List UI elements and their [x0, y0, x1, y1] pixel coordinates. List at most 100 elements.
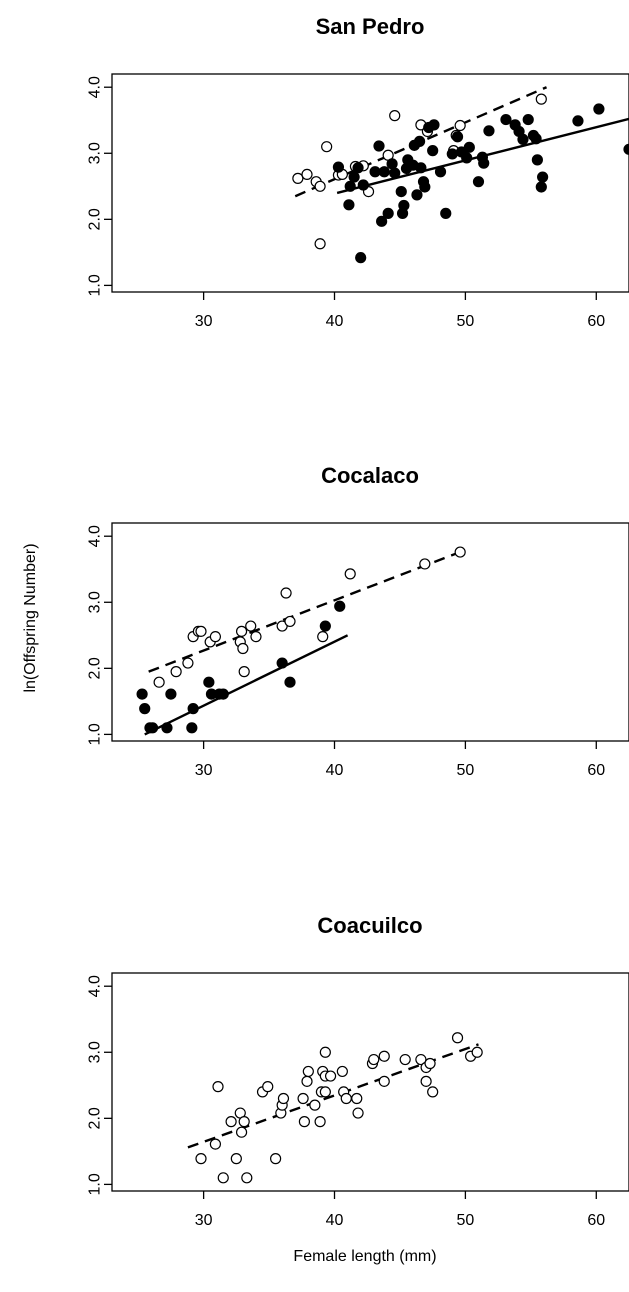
filled-point — [419, 181, 431, 193]
open-point — [535, 93, 547, 105]
filled-point — [451, 131, 464, 143]
filled-point — [386, 158, 398, 170]
open-point — [195, 625, 207, 637]
open-point — [427, 1086, 439, 1098]
filled-point — [382, 207, 394, 219]
filled-point — [186, 722, 198, 734]
filled-point — [136, 688, 148, 700]
y-tick-label: 1.0 — [87, 723, 104, 745]
x-tick-label: 30 — [195, 1212, 213, 1229]
chart-title: Coacuilco — [317, 913, 422, 938]
open-point — [270, 1153, 282, 1165]
x-axis-label: Female length (mm) — [293, 1248, 436, 1265]
y-tick-label: 2.0 — [87, 657, 104, 679]
dashed-fit-line — [148, 550, 461, 673]
open-point — [301, 168, 313, 181]
open-point — [209, 631, 221, 643]
filled-point — [378, 166, 390, 178]
open-point — [280, 587, 292, 599]
y-tick-label: 4.0 — [87, 525, 104, 547]
x-tick-label: 40 — [326, 762, 344, 779]
open-point — [195, 1153, 207, 1165]
open-point — [217, 1172, 229, 1184]
open-point — [182, 657, 194, 669]
filled-point — [446, 148, 458, 160]
filled-point — [537, 171, 549, 183]
filled-point — [284, 676, 296, 688]
open-point — [399, 1053, 411, 1066]
filled-point — [395, 185, 407, 198]
plot-frame — [111, 522, 629, 742]
chart-title: San Pedro — [316, 14, 425, 39]
y-tick-label: 1.0 — [87, 274, 104, 296]
open-point — [424, 1057, 436, 1070]
chart-panel: Cocalaco 1.0 2.0 3.0 4.0 30 40 50 60 — [87, 463, 629, 779]
filled-point — [531, 154, 543, 166]
filled-point — [522, 113, 534, 126]
filled-point — [535, 181, 547, 193]
filled-point — [332, 161, 345, 173]
x-tick-label: 30 — [195, 762, 213, 779]
open-point — [277, 1092, 290, 1105]
filled-point — [344, 180, 356, 192]
filled-point — [217, 688, 229, 700]
open-point — [415, 1053, 427, 1066]
filled-point — [428, 119, 440, 131]
open-point — [340, 1092, 352, 1105]
chart-title: Cocalaco — [321, 463, 419, 488]
filled-point — [517, 133, 529, 145]
filled-point — [319, 620, 331, 632]
chart-panel: Coacuilco 1.0 2.0 3.0 4.0 30 40 50 60 — [87, 913, 629, 1229]
y-tick-label: 3.0 — [87, 1041, 104, 1063]
filled-point — [398, 199, 410, 212]
x-tick-label: 60 — [587, 1212, 605, 1229]
open-point — [262, 1081, 274, 1093]
x-tick-label: 40 — [326, 313, 344, 330]
open-point — [245, 620, 257, 632]
open-point — [319, 1046, 331, 1058]
filled-point — [472, 176, 485, 188]
open-point — [420, 1075, 432, 1087]
open-point — [314, 238, 326, 250]
filled-point — [348, 171, 360, 183]
open-point — [209, 1138, 221, 1150]
filled-point — [530, 133, 542, 145]
y-tick-label: 3.0 — [87, 591, 104, 613]
open-point — [153, 676, 165, 688]
open-point — [378, 1075, 390, 1087]
y-tick-label: 2.0 — [87, 1107, 104, 1129]
x-tick-label: 50 — [456, 313, 474, 330]
open-point — [170, 666, 182, 678]
filled-point — [593, 103, 605, 115]
x-tick-label: 50 — [456, 762, 474, 779]
y-tick-label: 4.0 — [87, 76, 104, 98]
open-point — [298, 1116, 311, 1128]
filled-point — [146, 722, 159, 734]
y-tick-label: 2.0 — [87, 208, 104, 230]
filled-point — [373, 140, 385, 152]
filled-point — [463, 141, 475, 153]
open-point — [235, 625, 248, 637]
open-point — [235, 1126, 248, 1138]
y-axis-label: ln(Offspring Number) — [22, 543, 39, 692]
open-point — [241, 1172, 253, 1184]
open-point — [250, 631, 262, 643]
filled-point — [483, 125, 495, 137]
filled-point — [139, 703, 151, 715]
open-point — [297, 1092, 309, 1105]
x-tick-label: 30 — [195, 313, 213, 330]
filled-point — [389, 167, 401, 179]
x-tick-label: 60 — [587, 762, 605, 779]
filled-point — [572, 115, 584, 127]
filled-point — [357, 179, 369, 191]
filled-point — [334, 600, 346, 612]
filled-point — [165, 688, 177, 700]
open-point — [237, 642, 249, 655]
filled-point — [376, 215, 388, 227]
y-tick-label: 1.0 — [87, 1173, 104, 1195]
filled-point — [440, 207, 452, 219]
filled-point — [500, 113, 512, 126]
chart-panels: San Pedro 1.0 2.0 3.0 4.0 30 40 50 60 Cocalaco 1.0… — [87, 14, 629, 1229]
open-point — [368, 1053, 380, 1066]
